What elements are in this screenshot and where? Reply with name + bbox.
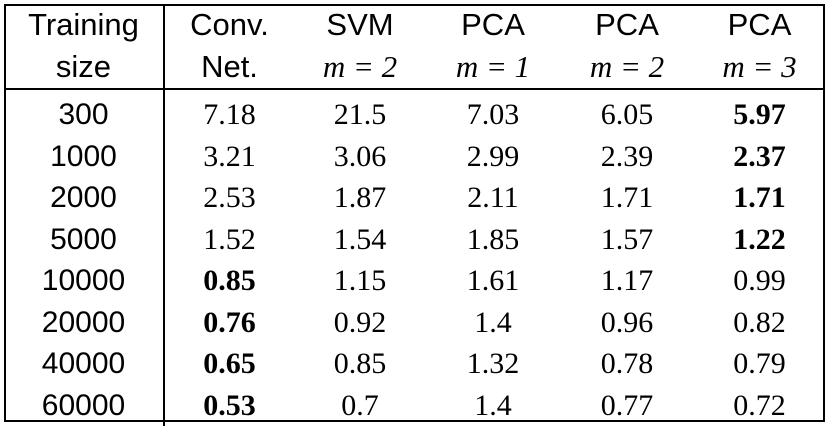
training-size-cell: 5000: [4, 218, 165, 260]
training-size-cell: 60000: [4, 384, 165, 426]
error-cell: 0.99: [733, 264, 786, 297]
error-cell: 7.18: [203, 98, 256, 131]
header-row-1: Training Conv. SVM PCA PCA PCA: [4, 4, 825, 46]
table-row: 10000 0.85 1.15 1.61 1.17 0.99: [4, 260, 825, 302]
error-cell: 21.5: [333, 98, 387, 131]
error-cell: 0.96: [600, 305, 654, 339]
error-cell: 1.17: [600, 264, 654, 297]
training-size-cell: 2000: [4, 177, 165, 219]
error-cell: 2.99: [466, 139, 520, 173]
error-cell: 0.7: [341, 388, 379, 422]
error-cell: 0.79: [733, 347, 786, 380]
error-cell: 1.54: [333, 222, 387, 256]
header-svm: SVM: [326, 7, 394, 42]
error-cell: 0.76: [203, 305, 256, 339]
error-cell: 1.22: [733, 222, 786, 256]
error-cell: 2.11: [467, 181, 519, 214]
training-size-cell: 1000: [4, 135, 165, 177]
error-cell: 0.72: [733, 388, 786, 422]
header-svm-m: m = 2: [294, 46, 426, 90]
error-cell: 3.06: [333, 139, 387, 173]
error-cell: 1.57: [600, 222, 654, 256]
error-cell: 0.53: [203, 388, 256, 422]
error-cell: 1.87: [333, 181, 387, 214]
error-cell: 2.53: [203, 181, 256, 214]
header-pca-2: PCA: [595, 7, 659, 42]
header-conv: Conv.: [190, 7, 269, 42]
results-table: Training Conv. SVM PCA PCA PCA size Net.…: [4, 4, 825, 426]
table-body: 300 7.18 21.5 7.03 6.05 5.97 1000 3.21 3.06 2.99 2…: [4, 89, 825, 426]
table-row: 20000 0.76 0.92 1.4 0.96 0.82: [4, 301, 825, 343]
header-training: Training: [4, 4, 165, 46]
error-cell: 7.03: [466, 98, 520, 131]
header-pca-1: PCA: [461, 7, 525, 42]
error-cell: 1.4: [474, 305, 512, 339]
error-cell: 0.65: [203, 347, 256, 380]
table-row: 2000 2.53 1.87 2.11 1.71 1.71: [4, 177, 825, 219]
training-size-cell: 40000: [4, 343, 165, 385]
error-cell: 1.71: [733, 181, 786, 214]
header-pca-m1: m = 1: [426, 46, 560, 90]
training-size-cell: 20000: [4, 301, 165, 343]
training-size-cell: 10000: [4, 260, 165, 302]
header-pca-3: PCA: [727, 7, 792, 42]
error-cell: 1.4: [474, 388, 512, 422]
error-cell: 1.32: [466, 347, 520, 380]
header-pca-m2: m = 2: [560, 46, 694, 90]
error-cell: 1.52: [203, 222, 256, 256]
header-net: Net.: [164, 46, 294, 90]
error-cell: 1.85: [466, 222, 520, 256]
error-cell: 6.05: [600, 98, 654, 131]
table-row: 5000 1.52 1.54 1.85 1.57 1.22: [4, 218, 825, 260]
error-cell: 0.77: [600, 388, 654, 422]
table-row: 1000 3.21 3.06 2.99 2.39 2.37: [4, 135, 825, 177]
error-cell: 2.39: [600, 139, 654, 173]
error-cell: 0.82: [733, 305, 786, 339]
error-cell: 1.15: [333, 264, 387, 297]
error-cell: 0.78: [600, 347, 654, 380]
header-size: size: [4, 46, 165, 90]
error-cell: 5.97: [733, 98, 786, 131]
error-cell: 2.37: [733, 139, 786, 173]
table-row: 300 7.18 21.5 7.03 6.05 5.97: [4, 89, 825, 136]
training-size-cell: 300: [4, 89, 165, 136]
table-row: 40000 0.65 0.85 1.32 0.78 0.79: [4, 343, 825, 385]
error-cell: 3.21: [203, 139, 256, 173]
error-cell: 0.85: [203, 264, 256, 297]
error-cell: 0.85: [333, 347, 387, 380]
table-row: 60000 0.53 0.7 1.4 0.77 0.72: [4, 384, 825, 426]
error-cell: 1.71: [600, 181, 654, 214]
error-cell: 1.61: [466, 264, 520, 297]
header-pca-m3: m = 3: [694, 46, 825, 90]
header-row-2: size Net. m = 2 m = 1 m = 2 m = 3: [4, 46, 825, 90]
error-cell: 0.92: [333, 305, 387, 339]
